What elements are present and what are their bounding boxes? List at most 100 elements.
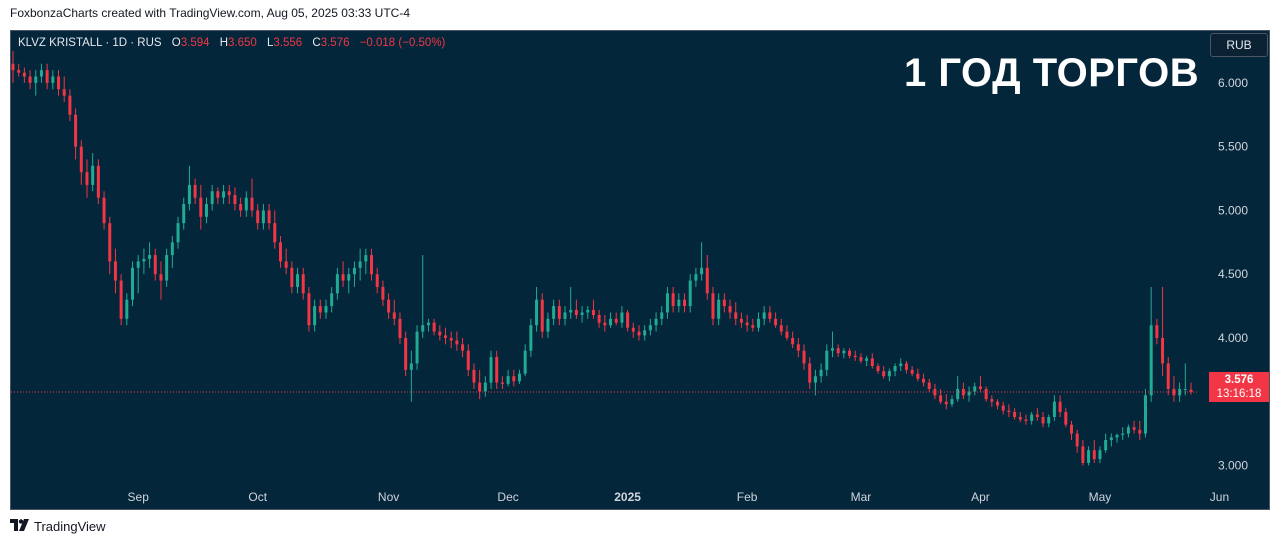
candle-body <box>1161 337 1165 364</box>
candle-body <box>318 306 322 313</box>
candle-body <box>910 369 914 374</box>
candle-body <box>1030 414 1034 421</box>
candle <box>347 267 351 294</box>
x-tick-label: Sep <box>128 490 150 504</box>
candle <box>341 261 345 287</box>
candle <box>1155 318 1159 345</box>
candle <box>204 197 208 224</box>
chart-panel[interactable]: 3.000 4.000 4.500 5.000 5.500 6.000 Sep Oct Nov… <box>10 30 1270 510</box>
candle-body <box>34 76 38 83</box>
candle <box>517 369 521 384</box>
footer-brand[interactable]: TradingView <box>10 519 106 534</box>
candle <box>489 350 493 389</box>
candle-body <box>17 70 21 73</box>
candle <box>1075 429 1079 453</box>
candle <box>96 159 100 205</box>
candle-body <box>506 376 510 384</box>
candle <box>261 204 265 230</box>
candle <box>495 350 499 389</box>
candle <box>762 306 766 326</box>
currency-button[interactable]: RUB <box>1210 33 1268 57</box>
candle <box>1149 286 1153 402</box>
candle <box>233 187 237 211</box>
candle-body <box>165 255 169 281</box>
candle <box>808 357 812 389</box>
low-label: L <box>267 37 274 49</box>
candle <box>882 366 886 379</box>
candle <box>586 306 590 319</box>
candle-body <box>739 318 743 323</box>
candle <box>512 369 516 387</box>
candle-body <box>1007 410 1011 412</box>
candle <box>540 293 544 338</box>
candle-body <box>808 363 812 383</box>
candle-body <box>961 388 965 396</box>
candle <box>466 344 470 377</box>
candle-body <box>113 261 117 281</box>
candle <box>944 394 948 410</box>
candle-body <box>489 357 493 383</box>
candle <box>774 312 778 328</box>
candle-body <box>131 267 135 300</box>
candle-body <box>916 373 920 379</box>
candle-body <box>586 309 590 313</box>
candle-body <box>239 204 243 211</box>
candle-body <box>432 322 436 332</box>
candle <box>933 383 937 400</box>
candle <box>802 344 806 370</box>
candle-body <box>421 325 425 332</box>
candle-body <box>108 223 112 262</box>
candle-body <box>535 299 539 326</box>
candle-body <box>301 274 305 294</box>
candle <box>984 386 988 402</box>
candle <box>1030 411 1034 425</box>
candle <box>1081 439 1085 466</box>
x-tick-label: 2025 <box>614 490 641 504</box>
candle-body <box>358 261 362 268</box>
candle-body <box>352 267 356 275</box>
candle-body <box>381 286 385 300</box>
candle-body <box>1132 427 1136 430</box>
candle-body <box>1098 450 1102 460</box>
candle-body <box>96 165 100 198</box>
candle <box>193 178 197 205</box>
candle <box>916 368 920 382</box>
candle <box>455 331 459 351</box>
candle <box>370 248 374 281</box>
candle-body <box>51 76 55 83</box>
candle-body <box>774 318 778 326</box>
bar-countdown: 13:16:18 <box>1216 388 1262 400</box>
candle <box>614 312 618 326</box>
candlestick-chart[interactable]: 3.000 4.000 4.500 5.000 5.500 6.000 Sep Oct Nov… <box>11 31 1269 509</box>
candle-body <box>1018 417 1022 420</box>
candle-body <box>523 350 527 374</box>
candle-body <box>324 306 328 313</box>
candle-body <box>1069 424 1073 434</box>
candle-body <box>273 223 277 243</box>
candle <box>142 248 146 275</box>
candle <box>557 299 561 326</box>
candle <box>483 376 487 397</box>
candle <box>756 312 760 332</box>
candle-body <box>842 350 846 354</box>
candle <box>199 184 203 230</box>
candle-body <box>341 274 345 281</box>
symbol-info[interactable]: KLVZ KRISTALL · 1D · RUS <box>18 37 162 49</box>
candle-body <box>210 191 214 205</box>
candle <box>1064 408 1068 428</box>
candle <box>887 368 891 382</box>
candle <box>91 153 95 192</box>
candle <box>222 184 226 205</box>
candle <box>17 63 21 77</box>
candle-body <box>1075 433 1079 447</box>
candles-layer <box>11 51 1193 466</box>
open-value: 3.594 <box>180 37 210 49</box>
low-value: 3.556 <box>273 37 303 49</box>
candle-body <box>677 299 681 307</box>
candle-body <box>1081 446 1085 463</box>
candle <box>449 331 453 349</box>
candle-body <box>1189 389 1193 393</box>
candle-body <box>939 395 943 402</box>
symbol-header: KLVZ KRISTALL · 1D · RUS O3.594 H3.650 L… <box>18 37 445 49</box>
candle <box>318 299 322 319</box>
